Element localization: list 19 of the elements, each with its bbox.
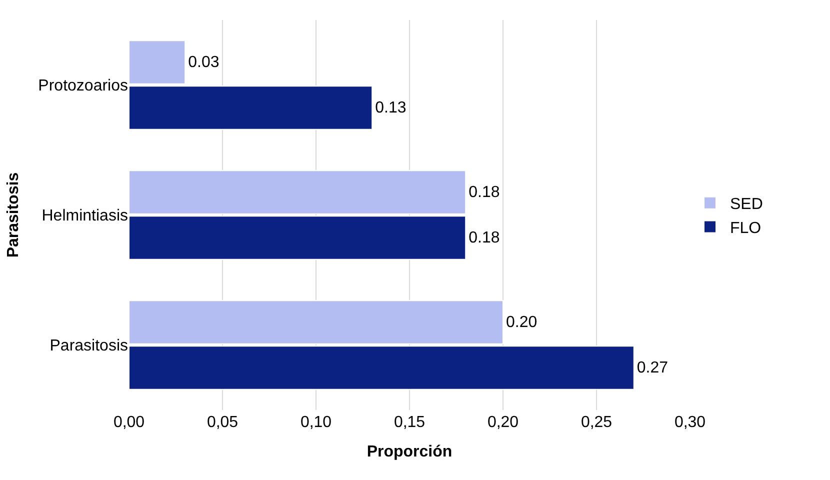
- y-tick-label: Protozoarios: [38, 78, 128, 95]
- data-label: 0.18: [468, 184, 500, 201]
- x-tick-label: 0,05: [206, 414, 238, 431]
- legend-label: FLO: [730, 220, 762, 237]
- y-tick-label: Parasitosis: [50, 338, 128, 355]
- x-tick-label: 0,15: [394, 414, 426, 431]
- data-label: 0.13: [375, 99, 406, 116]
- legend-label: SED: [730, 196, 763, 214]
- x-axis-title: Proporción: [366, 444, 452, 461]
- data-label: 0.18: [468, 229, 500, 246]
- x-tick-label: 0,25: [580, 414, 612, 431]
- data-label: 0.20: [506, 314, 538, 331]
- data-label: 0.27: [636, 359, 668, 376]
- x-tick-label: 0,30: [674, 414, 706, 431]
- y-tick-label: Helmintiasis: [42, 208, 128, 225]
- x-tick-label: 0,20: [487, 414, 519, 431]
- data-label: 0.03: [188, 54, 220, 71]
- x-tick-label: 0,10: [300, 414, 332, 431]
- x-tick-label: 0,00: [113, 414, 145, 431]
